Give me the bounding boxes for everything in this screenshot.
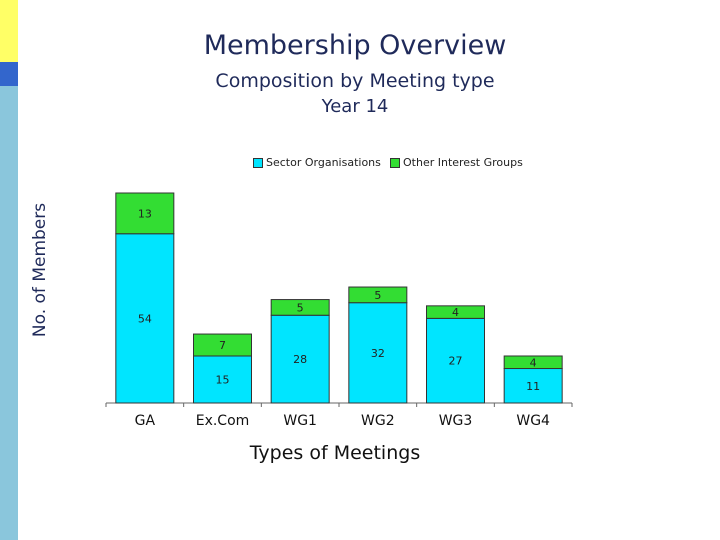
x-tick-label-2: WG1: [283, 413, 317, 429]
bar-other-0: [115, 192, 175, 235]
data-label-sector-2: 28: [293, 353, 307, 366]
bar-sector-5: [503, 368, 563, 404]
chart-subtitle: Composition by Meeting type: [215, 70, 495, 92]
data-label-other-3: 5: [374, 289, 381, 302]
data-label-other-1: 7: [219, 339, 226, 352]
bar-other-5: [503, 355, 563, 370]
bar-sector-3: [348, 302, 408, 404]
bar-other-4: [426, 305, 485, 319]
strip-top: [0, 0, 18, 62]
legend-swatch-sector: [253, 157, 263, 168]
data-label-other-5: 4: [530, 356, 537, 369]
legend-label-other: Other Interest Groups: [403, 156, 523, 169]
data-label-sector-4: 27: [449, 355, 463, 368]
bar-other-3: [348, 286, 408, 304]
x-tick-label-3: WG2: [361, 413, 395, 429]
data-label-other-2: 5: [297, 301, 304, 314]
data-label-other-4: 4: [452, 306, 459, 319]
data-label-other-0: 13: [138, 207, 152, 220]
x-axis-label: Types of Meetings: [249, 442, 421, 464]
data-label-sector-1: 15: [216, 373, 230, 386]
legend-label-sector: Sector Organisations: [266, 156, 381, 169]
x-tick-label-1: Ex.Com: [196, 413, 250, 429]
bar-sector-2: [270, 314, 330, 404]
strip-bottom: [0, 86, 18, 540]
bar-other-1: [193, 333, 252, 357]
x-tick-label-4: WG3: [439, 413, 473, 429]
chart-title: Membership Overview: [203, 30, 507, 61]
bar-sector-4: [426, 317, 485, 404]
data-label-sector-5: 11: [526, 380, 540, 393]
bar-sector-1: [193, 355, 252, 404]
data-label-sector-0: 54: [138, 312, 152, 325]
x-tick-label-5: WG4: [516, 413, 550, 429]
chart-subtitle-year: Year 14: [321, 96, 389, 117]
data-label-sector-3: 32: [371, 347, 385, 360]
legend-item-other: Other Interest Groups: [390, 156, 523, 169]
legend-swatch-other: [390, 157, 400, 168]
legend-item-sector: Sector Organisations: [253, 156, 381, 169]
x-tick-label-0: GA: [135, 413, 156, 429]
bar-other-2: [270, 299, 330, 316]
strip-mid: [0, 62, 18, 86]
